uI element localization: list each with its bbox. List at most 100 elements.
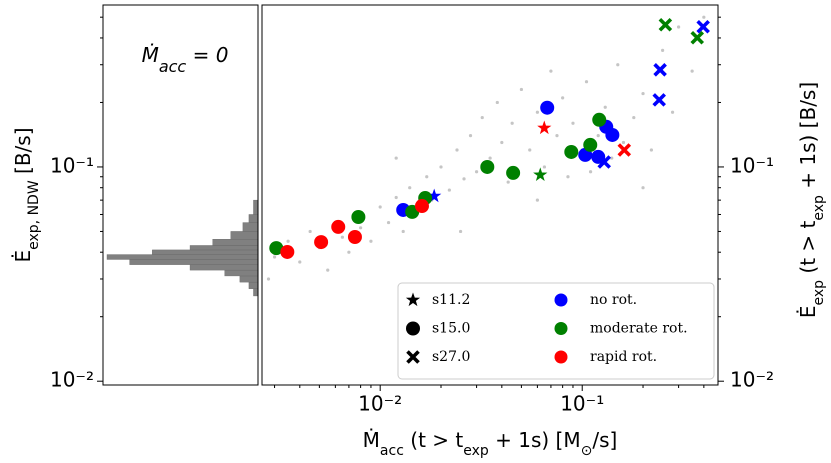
marker-circle — [347, 230, 362, 245]
cloud-point — [641, 91, 645, 96]
y2-axis-label-part: (t > t — [796, 221, 820, 280]
cloud-point — [528, 148, 532, 152]
cloud-point — [610, 156, 614, 160]
marker-circle — [314, 235, 329, 250]
cloud-point — [566, 175, 570, 179]
marker-circle — [280, 244, 295, 259]
cloud-point — [308, 229, 312, 234]
histogram-frame — [102, 4, 259, 386]
cloud-point — [474, 170, 479, 174]
marker-circle — [269, 241, 284, 256]
cloud-point — [661, 48, 665, 52]
marker-circle — [351, 209, 366, 224]
cloud-point — [425, 175, 429, 179]
legend-swatch — [554, 322, 568, 335]
cloud-point — [641, 186, 645, 190]
histogram-bar — [152, 249, 259, 255]
cloud-point — [394, 195, 398, 200]
x-axis-label-part: ⊙ — [581, 443, 593, 459]
cloud-point — [340, 235, 344, 239]
cloud-point — [286, 239, 290, 243]
histogram-bar — [189, 245, 259, 251]
x-axis-label-part: (t > t — [404, 428, 463, 452]
marker-star — [427, 188, 442, 203]
histogram-bar — [106, 254, 259, 260]
x-axis-label-part: exp — [463, 443, 489, 459]
y-axis-label-part: exp, NDW — [26, 180, 42, 250]
cloud-point — [588, 170, 593, 174]
annotation: Ṁacc = 0 — [142, 43, 229, 76]
marker-circle — [564, 144, 579, 159]
cloud-point — [616, 63, 620, 67]
cloud-point — [670, 110, 675, 114]
cloud-point — [535, 110, 539, 114]
cloud-point — [369, 239, 373, 243]
histogram-bar — [212, 239, 259, 246]
cloud-point — [535, 198, 539, 202]
marker-circle — [331, 219, 346, 234]
cloud-point — [495, 100, 499, 105]
cloud-point — [480, 115, 484, 120]
y2-axis-label-part: exp — [811, 280, 827, 306]
cloud-point — [439, 165, 443, 169]
x-tick-label: 10⁻² — [358, 392, 402, 416]
marker-circle — [540, 100, 555, 115]
cloud-point — [549, 69, 553, 73]
histogram-bar — [248, 214, 259, 223]
marker-star — [537, 120, 552, 135]
marker-circle — [414, 199, 429, 214]
cloud-point — [603, 105, 607, 109]
y2-tick-label: 10⁻¹ — [730, 153, 774, 177]
cloud-point — [462, 177, 466, 181]
marker-x — [658, 17, 673, 32]
histogram-bar — [239, 275, 259, 283]
marker-x — [597, 155, 611, 169]
marker-x — [690, 30, 705, 45]
legend-label: rapid rot. — [590, 349, 657, 365]
cloud-point — [677, 25, 681, 29]
marker-circle — [506, 165, 521, 180]
legend-label: s15.0 — [432, 321, 470, 337]
annotation-part: Ṁ — [142, 43, 159, 67]
cloud-point — [561, 96, 565, 100]
y2-axis-label: Ėexp (t > texp + 1s) [B/s] — [796, 82, 827, 318]
cloud-point — [468, 134, 473, 138]
cloud-point — [401, 229, 405, 234]
cloud-point — [408, 186, 412, 190]
histogram-bar — [189, 264, 259, 271]
legend-label: s11.2 — [432, 292, 470, 308]
legend-swatch — [554, 350, 568, 364]
cloud-point — [298, 260, 302, 264]
y2-axis-label-part: exp — [811, 195, 827, 221]
marker-circle — [406, 321, 420, 336]
histogram-bar — [242, 222, 259, 232]
marker-x — [406, 350, 420, 364]
y-tick-label: 10⁻² — [50, 368, 94, 392]
cloud-point — [455, 148, 459, 152]
cloud-point — [394, 156, 398, 160]
marker-x — [653, 63, 667, 77]
x-axis-label-part: + 1s) [M — [489, 428, 581, 452]
cloud-point — [519, 87, 524, 92]
annotation-part: = 0 — [186, 43, 228, 67]
cloud-point — [542, 165, 547, 169]
marker-circle — [605, 127, 620, 142]
histogram-bar — [253, 199, 259, 215]
marker-circle — [480, 159, 495, 174]
histogram-bar — [129, 259, 259, 265]
x-axis-label-part: acc — [380, 443, 404, 459]
y-axis-label-part: Ė — [11, 250, 35, 263]
cloud-point — [458, 229, 463, 234]
cloud-point — [555, 134, 559, 138]
cloud-point — [584, 80, 589, 84]
marker-circle — [592, 112, 607, 127]
cloud-point — [500, 140, 504, 145]
histogram-bar — [230, 231, 259, 240]
cloud-point — [649, 148, 653, 152]
cloud-point — [386, 220, 391, 225]
cloud-point — [378, 205, 382, 209]
legend-label: no rot. — [590, 292, 637, 308]
cloud-point — [690, 69, 694, 73]
y-axis-label: Ėexp, NDW [B/s] — [11, 127, 42, 262]
